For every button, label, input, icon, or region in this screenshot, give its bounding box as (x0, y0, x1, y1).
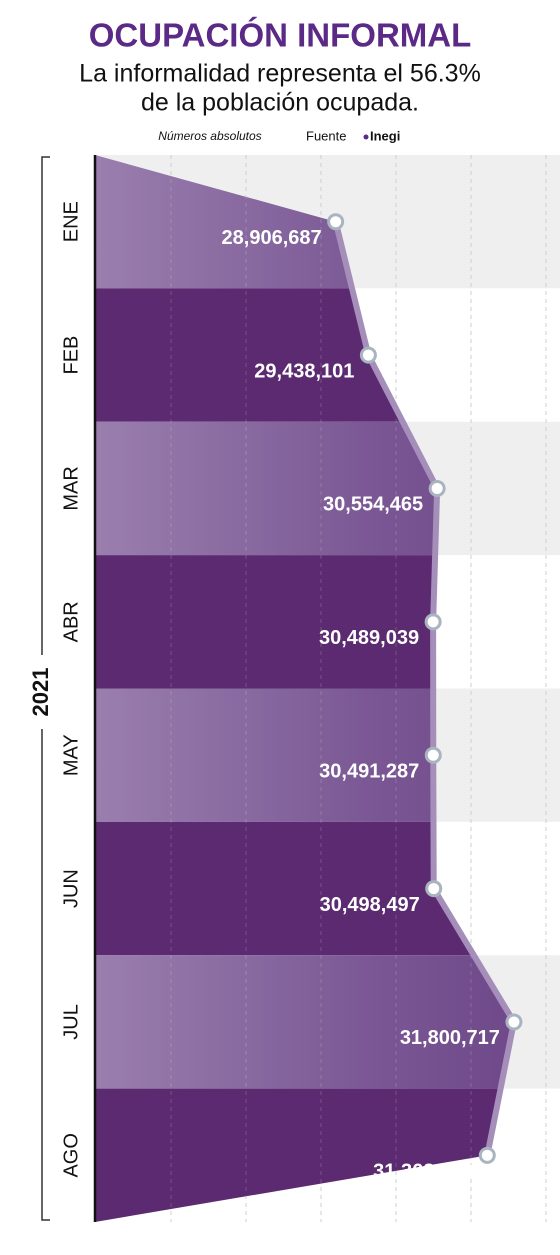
point (425, 880, 443, 898)
data-label: 31,800,717 (400, 1027, 500, 1049)
y-tick-label: AGO (60, 1133, 82, 1177)
y-tick-label: JUN (60, 869, 82, 908)
data-label: 30,491,287 (319, 760, 419, 782)
data-label: 30,498,497 (320, 894, 420, 916)
point (424, 746, 442, 764)
separator-dot (363, 134, 369, 140)
year-label-bg (30, 655, 54, 729)
y-tick-label: MAR (60, 466, 82, 510)
point (428, 479, 446, 497)
source: Inegi (370, 128, 400, 143)
point (505, 1013, 523, 1031)
y-tick-label: ENE (60, 201, 82, 242)
group-label: 2021 (28, 668, 53, 717)
y-tick-label: ABR (60, 601, 82, 642)
source-label: Fuente (306, 128, 346, 143)
data-label: 30,489,039 (319, 627, 419, 649)
data-label: 31,368,310 (373, 1161, 473, 1183)
point (327, 213, 345, 231)
plot: 28,906,687 29,438,101 30,554,465 30,489,039… (222, 213, 523, 1183)
data-label: 29,438,101 (254, 360, 354, 382)
data-label: 30,554,465 (323, 494, 423, 516)
chart-subtitle: de la población ocupada. (141, 89, 419, 117)
area-band (95, 955, 514, 1089)
y-tick-label: JUL (60, 1004, 82, 1040)
chart-title: OCUPACIÓN INFORMAL (89, 17, 472, 54)
y-tick-label: MAY (60, 734, 82, 776)
chart-subtitle: La informalidad representa el 56.3% (79, 60, 481, 88)
point (478, 1146, 496, 1164)
note: Números absolutos (158, 129, 261, 143)
line (332, 220, 517, 1156)
y-tick-label: FEB (60, 336, 82, 375)
point (359, 346, 377, 364)
point (424, 613, 442, 631)
data-label: 28,906,687 (222, 227, 322, 249)
